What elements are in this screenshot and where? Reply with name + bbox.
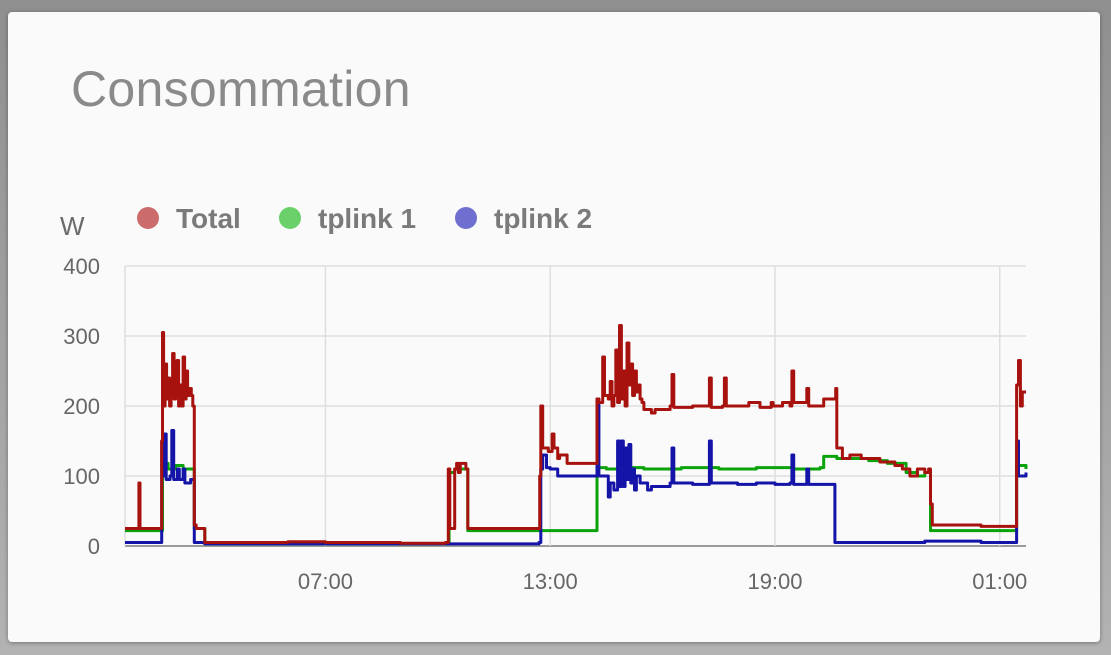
x-tick-label: 13:00 — [523, 569, 578, 594]
card-title: Consommation — [71, 61, 411, 117]
x-tick-label: 19:00 — [747, 569, 802, 594]
legend-label: tplink 1 — [318, 203, 416, 234]
chart-ticks: 0 100 200 300 400 07:00 13:00 19:00 01:00 — [63, 254, 1027, 594]
chart-legend: Total tplink 1 tplink 2 — [137, 203, 592, 234]
y-tick-label: 400 — [63, 254, 100, 279]
legend-label: tplink 2 — [494, 203, 592, 234]
legend-marker-total — [137, 207, 159, 229]
chart-series — [125, 324, 1028, 546]
series-line-tplink-1 — [125, 454, 1028, 546]
y-axis-unit: W — [60, 211, 85, 241]
legend-marker-tplink-1 — [279, 207, 301, 229]
legend-label: Total — [176, 203, 241, 234]
y-tick-label: 300 — [63, 324, 100, 349]
legend-marker-tplink-2 — [455, 207, 477, 229]
y-tick-label: 100 — [63, 464, 100, 489]
series-line-tplink-2 — [125, 397, 1028, 546]
chart-grid — [124, 265, 1026, 547]
y-tick-label: 0 — [88, 534, 100, 559]
x-tick-label: 07:00 — [298, 569, 353, 594]
x-tick-label: 01:00 — [972, 569, 1027, 594]
y-tick-label: 200 — [63, 394, 100, 419]
series-line-total — [125, 324, 1026, 545]
chart-card — [8, 12, 1100, 642]
